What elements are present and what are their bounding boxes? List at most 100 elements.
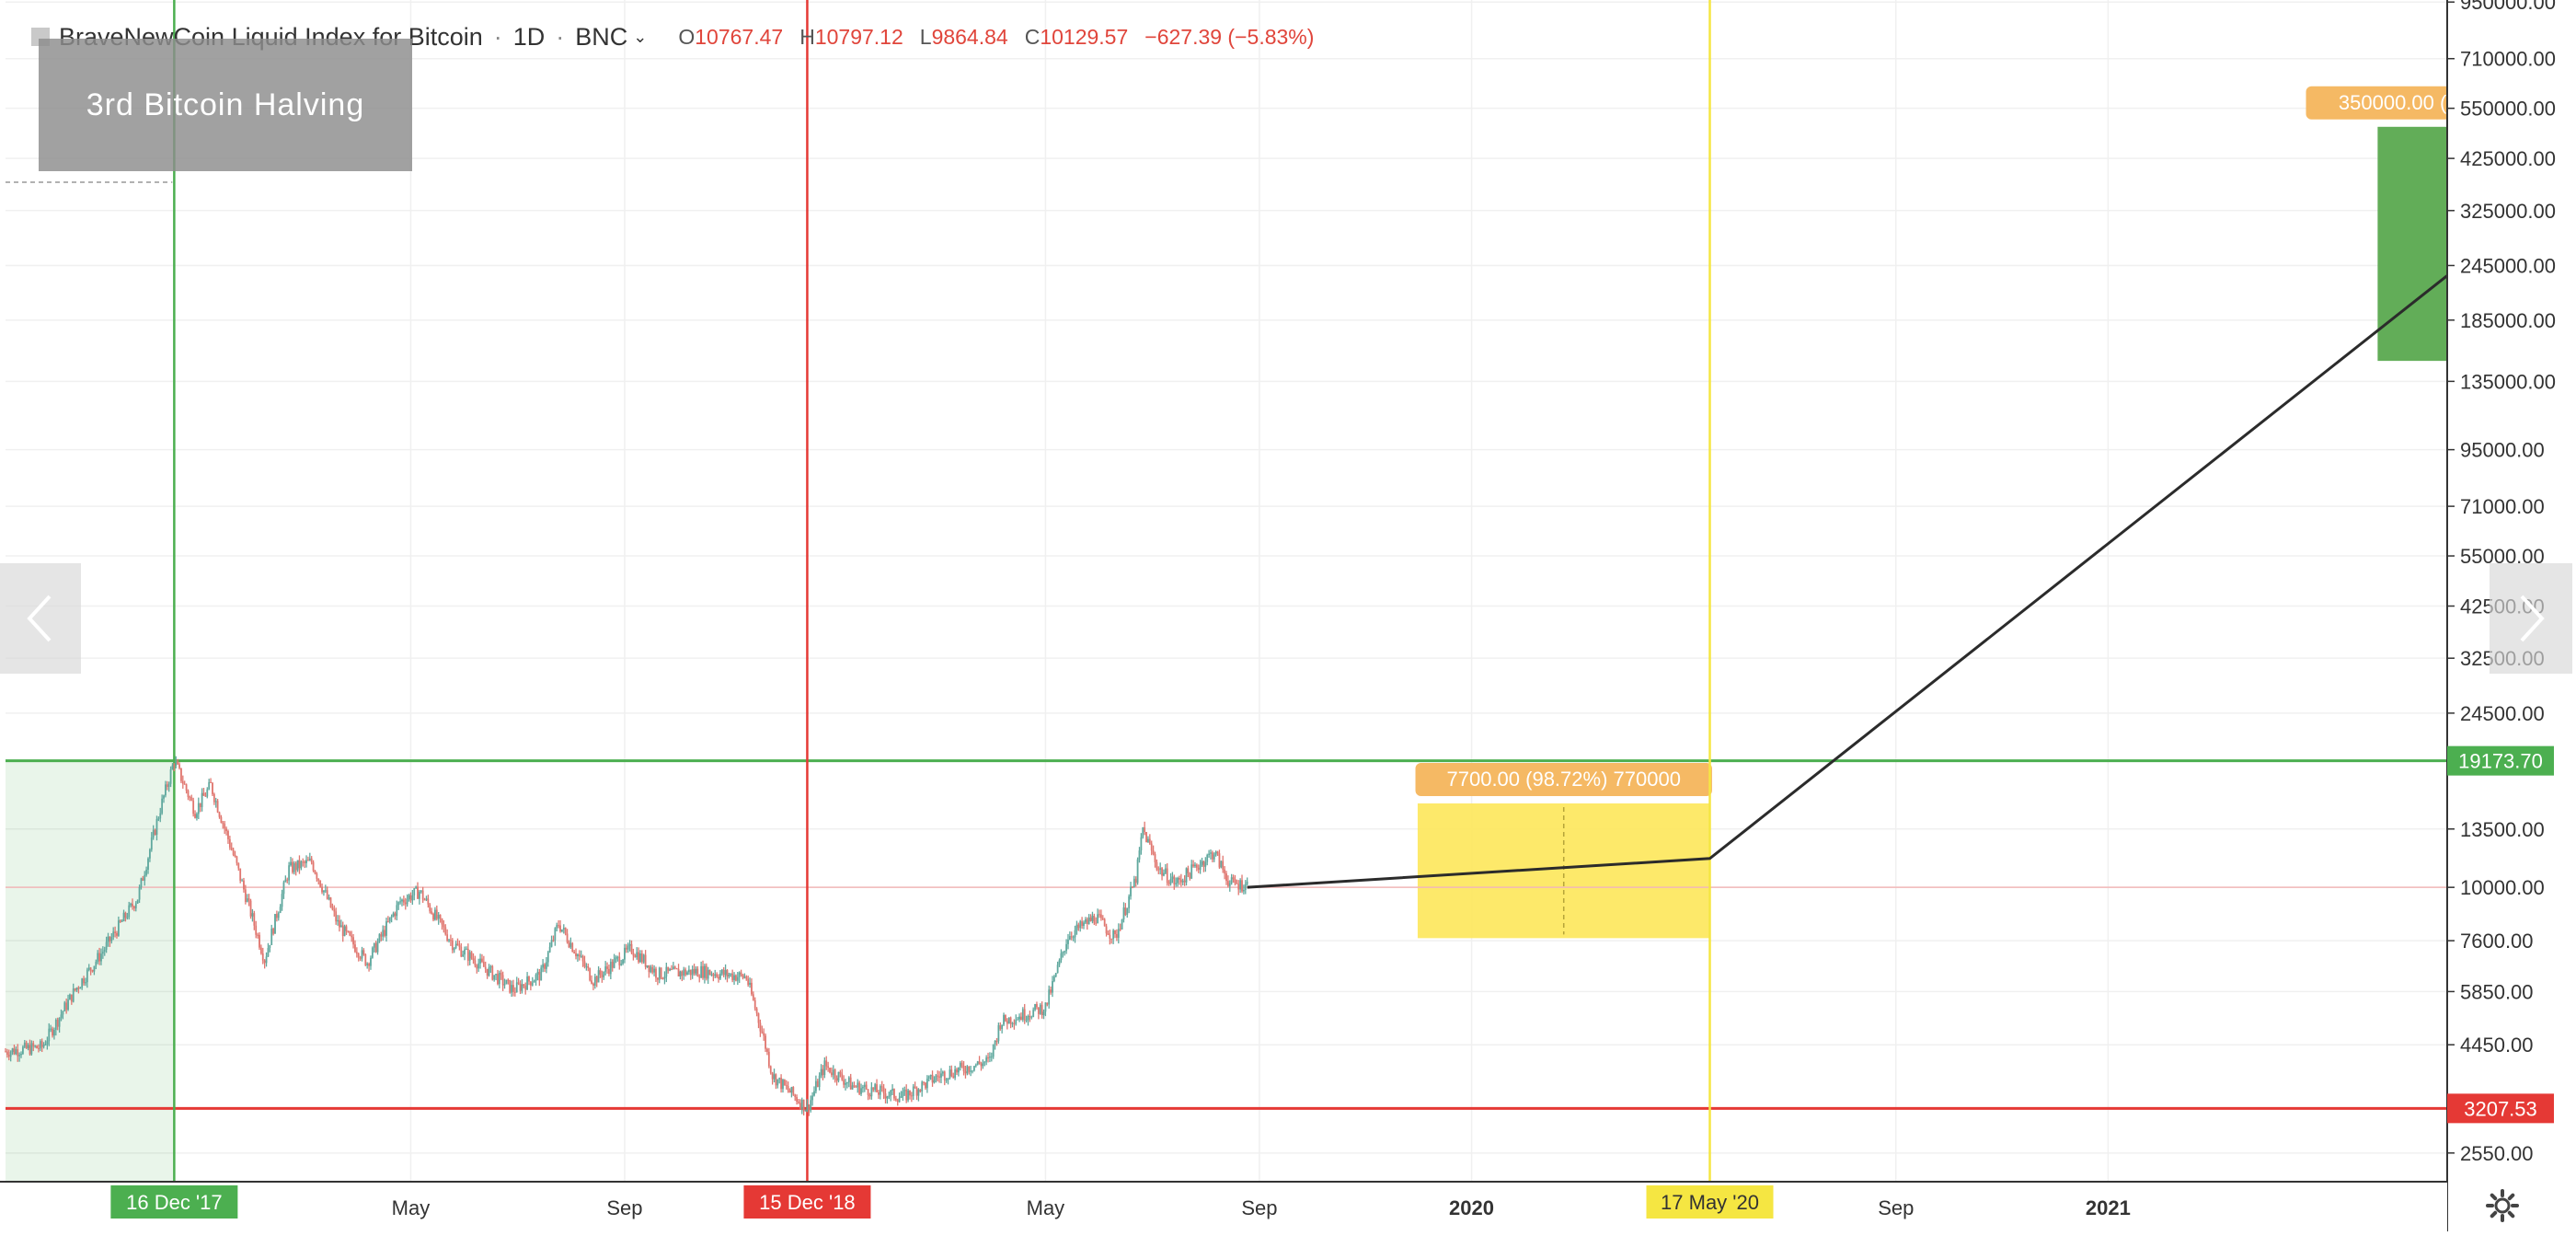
price-level-tag-label: 3207.53 — [2464, 1097, 2537, 1120]
candle-body — [851, 1085, 854, 1090]
candle-body — [1128, 895, 1131, 909]
candle-body — [609, 962, 612, 975]
candle-body — [533, 980, 535, 983]
candle-body — [382, 930, 385, 937]
candle-body — [294, 862, 297, 871]
candle-body — [1114, 930, 1116, 934]
candle-body — [720, 969, 723, 974]
candle-body — [1056, 965, 1059, 973]
candle-body — [136, 899, 139, 904]
candle-body — [1093, 916, 1096, 923]
candle-body — [166, 784, 168, 788]
candle-body — [995, 1041, 998, 1043]
candle-body — [503, 984, 506, 986]
candle-body — [138, 887, 141, 900]
interval-label[interactable]: 1D — [512, 22, 546, 51]
candle-body — [655, 968, 657, 978]
candle-body — [1084, 918, 1087, 923]
candle-body — [509, 979, 512, 993]
candle-body — [1230, 877, 1233, 884]
candle-body — [454, 943, 457, 949]
candle-body — [811, 1095, 814, 1101]
candle-body — [247, 898, 250, 901]
candle-body — [408, 895, 410, 899]
gear-icon[interactable] — [2484, 1187, 2521, 1224]
candle-body — [1136, 859, 1139, 884]
candle-body — [474, 960, 477, 966]
candle-body — [1179, 877, 1180, 880]
candle-body — [1241, 880, 1243, 892]
candle-body — [524, 986, 527, 990]
candle-body — [923, 1081, 925, 1083]
y-tick-label: 13500.00 — [2460, 818, 2545, 841]
candle-body — [450, 940, 452, 941]
candle-body — [1089, 917, 1092, 921]
candle-body — [538, 972, 541, 981]
candle-body — [257, 934, 259, 936]
candle-body — [1189, 872, 1191, 879]
candle-body — [1075, 924, 1078, 930]
candle-body — [197, 803, 200, 814]
candle-body — [886, 1096, 889, 1099]
y-tick-label: 245000.00 — [2460, 254, 2556, 277]
candle-body — [352, 937, 354, 945]
candle-body — [914, 1086, 916, 1089]
candle-body — [194, 814, 196, 818]
candle-body — [81, 978, 84, 988]
candle-body — [517, 982, 520, 984]
candle-body — [972, 1070, 973, 1072]
candle-body — [806, 1104, 809, 1111]
candle-body — [642, 954, 645, 963]
candle-body — [1064, 951, 1066, 953]
candle-body — [371, 947, 374, 958]
candle-body — [437, 915, 440, 919]
candle-body — [710, 974, 713, 976]
candle-body — [749, 982, 751, 985]
candle-body — [128, 905, 131, 918]
candle-body — [216, 801, 219, 813]
candle-body — [712, 974, 715, 976]
candle-body — [1132, 886, 1133, 888]
candle-body — [893, 1089, 895, 1099]
candle-body — [1060, 953, 1063, 961]
candle-body — [830, 1072, 833, 1076]
candle-body — [18, 1055, 21, 1057]
prev-arrow-button[interactable] — [0, 563, 81, 674]
halving-annotation[interactable]: 3rd Bitcoin Halving — [39, 39, 412, 171]
candle-body — [816, 1080, 819, 1087]
candle-body — [909, 1090, 911, 1096]
candle-body — [639, 953, 641, 963]
candle-body — [56, 1020, 59, 1027]
candle-body — [912, 1086, 914, 1096]
candle-body — [611, 962, 614, 968]
candle-body — [894, 1098, 897, 1101]
candle-body — [466, 948, 467, 950]
candle-body — [825, 1060, 828, 1067]
candle-body — [1109, 934, 1111, 939]
candle-body — [386, 921, 389, 923]
candle-body — [308, 858, 311, 861]
candle-body — [87, 967, 90, 970]
candle-body — [32, 1043, 35, 1047]
chevron-down-icon[interactable]: ⌄ — [633, 27, 648, 46]
next-arrow-button[interactable] — [2490, 563, 2572, 674]
exchange-label[interactable]: BNC — [575, 22, 628, 51]
candle-body — [1013, 1022, 1016, 1024]
candle-body — [568, 941, 570, 948]
candle-body — [1197, 867, 1200, 871]
candle-body — [599, 970, 602, 976]
y-tick-label: 950000.00 — [2460, 0, 2556, 14]
candle-body — [1098, 914, 1100, 916]
price-level-tag — [2447, 1093, 2554, 1124]
candle-body — [813, 1091, 815, 1096]
candle-body — [472, 958, 475, 961]
candle-body — [587, 965, 590, 969]
candle-body — [187, 791, 190, 797]
candle-body — [1099, 914, 1102, 918]
candle-body — [581, 955, 584, 962]
range-label-bg — [1415, 762, 1712, 796]
candle-body — [288, 865, 291, 881]
candle-body — [1021, 1009, 1024, 1020]
